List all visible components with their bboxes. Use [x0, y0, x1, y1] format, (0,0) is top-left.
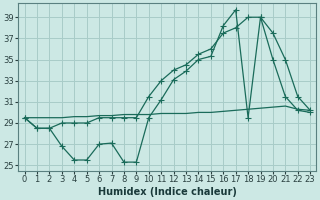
X-axis label: Humidex (Indice chaleur): Humidex (Indice chaleur) — [98, 187, 237, 197]
